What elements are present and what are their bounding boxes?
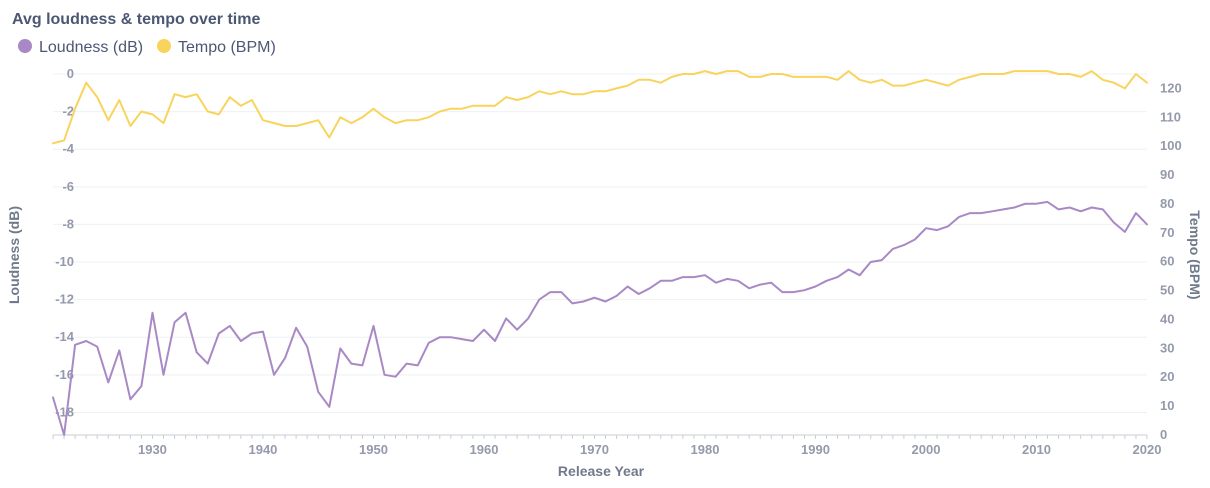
y-right-tick-label: 40 <box>1160 311 1174 326</box>
x-tick-label: 2000 <box>912 442 941 457</box>
y-left-axis-label: Loudness (dB) <box>6 206 22 304</box>
legend-loudness-dot <box>18 39 32 53</box>
legend: Loudness (dB) Tempo (BPM) <box>18 39 276 56</box>
x-tick-label: 1990 <box>801 442 830 457</box>
y-left-tick-label: -2 <box>62 104 74 119</box>
chart-title: Avg loudness & tempo over time <box>12 11 260 28</box>
y-left-tick-label: -16 <box>55 367 74 382</box>
x-tick-label: 1980 <box>691 442 720 457</box>
y-right-axis: 0 10 20 30 40 50 60 70 80 90 100 110 120 <box>1160 80 1182 442</box>
y-left-tick-label: -10 <box>55 254 74 269</box>
x-tick-label: 1940 <box>248 442 277 457</box>
legend-item-tempo[interactable]: Tempo (BPM) <box>157 39 276 56</box>
y-right-tick-label: 120 <box>1160 80 1182 95</box>
legend-loudness-label: Loudness (dB) <box>39 39 143 56</box>
legend-item-loudness[interactable]: Loudness (dB) <box>18 39 143 56</box>
y-right-tick-label: 20 <box>1160 369 1174 384</box>
y-right-tick-label: 60 <box>1160 254 1174 269</box>
y-right-tick-label: 10 <box>1160 398 1174 413</box>
series-lines <box>52 70 1148 436</box>
x-tick-label: 1930 <box>138 442 167 457</box>
y-left-tick-label: -6 <box>62 179 74 194</box>
legend-tempo-label: Tempo (BPM) <box>178 39 276 56</box>
y-right-tick-label: 30 <box>1160 340 1174 355</box>
x-tick-label: 1950 <box>359 442 388 457</box>
x-axis: 1930 1940 1950 1960 1970 1980 1990 2000 2010 2020 <box>52 435 1162 457</box>
x-tick-label: 2020 <box>1133 442 1162 457</box>
y-right-tick-label: 90 <box>1160 167 1174 182</box>
y-left-axis: 0 -2 -4 -6 -8 -10 -12 -14 -16 -18 <box>55 66 75 419</box>
y-left-tick-label: -4 <box>62 141 74 156</box>
tempo-series-line[interactable] <box>52 70 1148 145</box>
x-tick-label: 2010 <box>1022 442 1051 457</box>
y-right-axis-label: Tempo (BPM) <box>1187 210 1203 299</box>
y-right-tick-label: 70 <box>1160 225 1174 240</box>
y-left-tick-label: -14 <box>55 329 75 344</box>
loudness-series-line[interactable] <box>52 200 1148 436</box>
y-right-tick-label: 0 <box>1160 427 1167 442</box>
y-left-tick-label: -12 <box>55 292 74 307</box>
x-tick-label: 1960 <box>470 442 499 457</box>
x-tick-label: 1970 <box>580 442 609 457</box>
x-axis-label: Release Year <box>558 463 645 479</box>
y-right-tick-label: 50 <box>1160 283 1174 298</box>
legend-tempo-dot <box>157 39 171 53</box>
y-left-tick-label: -8 <box>62 216 74 231</box>
y-left-tick-label: -18 <box>55 404 74 419</box>
y-right-tick-label: 80 <box>1160 196 1174 211</box>
y-left-tick-label: 0 <box>67 66 74 81</box>
y-right-tick-label: 100 <box>1160 138 1182 153</box>
y-right-tick-label: 110 <box>1160 109 1181 124</box>
gridlines <box>53 73 1147 413</box>
